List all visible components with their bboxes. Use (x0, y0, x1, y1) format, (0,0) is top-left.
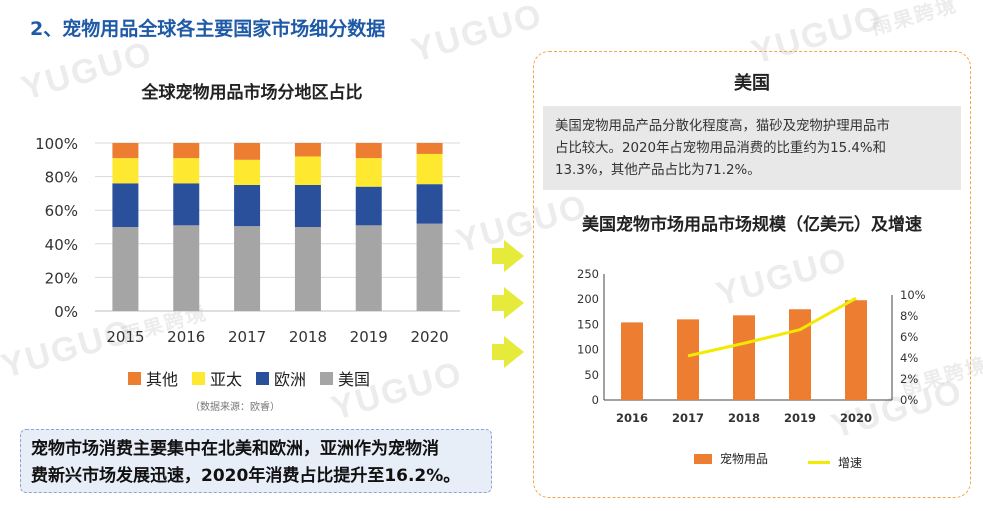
y-right-tick-label: 0% (900, 393, 918, 407)
region-share-chart: 0% 20% 40% 60% 80% 100% 2015 2016 2017 2018 2019 20… (35, 135, 460, 346)
legend-label: 欧洲 (274, 370, 307, 389)
x-tick-label: 2017 (228, 328, 266, 346)
x-tick-label: 2015 (106, 328, 144, 346)
bar-segment (416, 143, 443, 154)
source-note: （数据来源：欧睿） (190, 402, 280, 413)
bar (621, 322, 643, 400)
y-tick-label: 20% (45, 269, 78, 287)
bar-segment (112, 227, 139, 311)
legend-label: 其他 (146, 370, 179, 389)
legend-swatch (192, 371, 206, 385)
y-tick-label: 40% (45, 236, 78, 254)
legend-item: 其他 (128, 366, 178, 390)
summary-line: 宠物市场消费主要集中在北美和欧洲，亚洲作为宠物消 (31, 439, 439, 459)
x-tick-label: 2017 (672, 411, 704, 425)
legend-item: 亚太 (192, 366, 242, 390)
bar-segment (416, 184, 443, 224)
x-tick-label: 2018 (289, 328, 327, 346)
x-tick-label: 2020 (410, 328, 448, 346)
x-tick-label: 2020 (840, 411, 872, 425)
bar-segment (173, 158, 200, 184)
legend-item: 美国 (320, 366, 370, 390)
y-left-tick-label: 100 (577, 343, 599, 357)
description-line: 占比较大。2020年占宠物用品消费的比重约为15.4%和 (555, 141, 887, 156)
y-right-tick-label: 8% (900, 309, 918, 323)
bar-segment (294, 185, 321, 227)
description-line: 美国宠物用品产品分散化程度高，猫砂及宠物护理用品市 (555, 119, 890, 134)
summary-box: 宠物市场消费主要集中在北美和欧洲，亚洲作为宠物消 费新兴市场发展迅速，2020年… (20, 429, 492, 493)
right-chart-legend: 宠物用品 增速 (694, 450, 876, 471)
bar (677, 319, 699, 400)
usa-market-chart: 0 50 100 150 200 250 0% 2% 4% 6% 8% 10% 2016 2017 2018… (577, 267, 926, 425)
legend-swatch (256, 371, 270, 385)
legend-swatch (320, 371, 334, 385)
bar-segment (294, 156, 321, 185)
y-left-tick-label: 200 (577, 292, 599, 306)
bar-segment (355, 186, 382, 226)
country-title: 美国 (734, 73, 770, 94)
legend-swatch (808, 460, 831, 464)
legend-label: 增速 (838, 455, 863, 470)
legend-swatch (694, 453, 712, 464)
x-tick-label: 2019 (350, 328, 388, 346)
bar-segment (416, 153, 443, 185)
y-right-tick-label: 6% (900, 330, 918, 344)
left-chart-title: 全球宠物用品市场分地区占比 (141, 83, 363, 103)
x-tick-label: 2016 (167, 328, 205, 346)
arrow-right-icon (492, 287, 524, 319)
bar-segment (112, 143, 139, 159)
x-tick-label: 2019 (784, 411, 816, 425)
y-left-tick-label: 250 (577, 267, 599, 281)
bar-segment (294, 227, 321, 311)
legend-item: 宠物用品 (694, 450, 768, 467)
growth-line (687, 296, 857, 358)
summary-line: 费新兴市场发展迅速，2020年消费占比提升至16.2%。 (31, 466, 461, 486)
bar-segment (234, 185, 261, 227)
bar-segment (234, 143, 261, 160)
bar-segment (294, 143, 321, 157)
watermark-cn: 雨果跨境 (869, 0, 961, 40)
bar-segment (234, 159, 261, 185)
bar-segment (355, 158, 382, 187)
y-tick-label: 80% (45, 169, 78, 187)
y-tick-label: 60% (45, 202, 78, 220)
bar-segment (355, 143, 382, 159)
legend-label: 亚太 (210, 370, 243, 389)
y-left-tick-label: 150 (577, 317, 599, 331)
bar-segment (112, 183, 139, 227)
bar (733, 315, 755, 400)
description-line: 13.3%，其他产品占比为71.2%。 (555, 163, 761, 178)
x-tick-label: 2016 (616, 411, 648, 425)
bar (845, 300, 867, 400)
y-tick-label: 100% (35, 135, 78, 153)
legend-label: 宠物用品 (720, 452, 769, 466)
bar-segment (173, 183, 200, 226)
left-chart-legend: 其他 亚太 欧洲 美国 (128, 366, 384, 390)
bar-segment (112, 158, 139, 184)
y-right-tick-label: 10% (900, 288, 926, 302)
right-chart-title: 美国宠物市场用品市场规模（亿美元）及增速 (582, 215, 922, 235)
legend-item: 欧洲 (256, 366, 306, 390)
watermark: YUGUO (407, 0, 548, 70)
y-tick-label: 0% (54, 303, 78, 321)
y-right-tick-label: 4% (900, 351, 918, 365)
arrow-right-icon (492, 240, 524, 272)
usa-panel: 美国 美国宠物用品产品分散化程度高，猫砂及宠物护理用品市 占比较大。2020年占… (533, 51, 971, 498)
bar (789, 309, 811, 400)
bar-segment (416, 223, 443, 311)
y-left-tick-label: 50 (584, 368, 599, 382)
bar-segment (173, 143, 200, 159)
bar-segment (355, 225, 382, 311)
bar-segment (173, 225, 200, 311)
y-left-tick-label: 0 (592, 393, 599, 407)
description-box: 美国宠物用品产品分散化程度高，猫砂及宠物护理用品市 占比较大。2020年占宠物用… (543, 106, 961, 190)
x-tick-label: 2018 (728, 411, 760, 425)
legend-item: 增速 (808, 454, 862, 471)
bar-segment (234, 226, 261, 311)
legend-label: 美国 (338, 370, 371, 389)
page-title: 2、宠物用品全球各主要国家市场细分数据 (30, 18, 386, 40)
y-right-tick-label: 2% (900, 372, 918, 386)
arrow-right-icon (492, 336, 524, 368)
legend-swatch (128, 371, 141, 385)
